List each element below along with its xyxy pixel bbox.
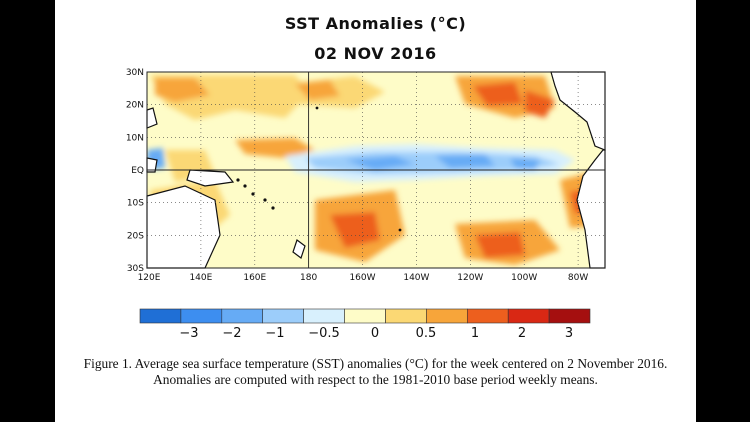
figure-title: SST Anomalies (°C) (284, 14, 467, 33)
figure-panel: SST Anomalies (°C) 02 NOV 2016 (55, 0, 696, 422)
land-new-guinea (186, 169, 235, 187)
anomaly-warm-mexico-coast (525, 90, 555, 118)
lon-label-120e: 120E (138, 273, 161, 283)
anomaly-cool-core-3 (510, 158, 540, 170)
lat-label-30n: 30N (126, 68, 144, 78)
colorbar-swatch (262, 308, 304, 324)
colorbar-swatch (344, 308, 386, 324)
anomaly-warm-se-core (475, 232, 525, 258)
colorbar-label-0: 0 (371, 326, 379, 341)
anomaly-warm-n-core (295, 80, 340, 100)
anomaly-warm-ne-core (473, 82, 523, 106)
lon-label-80w: 80W (568, 273, 588, 283)
anomaly-cool-core-1 (345, 156, 415, 170)
island (243, 184, 247, 188)
land-new-zealand (292, 239, 306, 259)
lon-label-160e: 160E (243, 273, 266, 283)
lon-label-120w: 120W (457, 273, 483, 283)
lat-labels: 30N 20N 10N EQ 10S 20S 30S (126, 68, 144, 274)
lat-label-10s: 10S (127, 199, 144, 209)
colorbar-swatch (507, 308, 550, 324)
colorbar-label-m2: −2 (222, 326, 241, 341)
lat-label-20n: 20N (126, 101, 144, 111)
colorbar-swatch (139, 308, 182, 324)
colorbar-swatch (221, 308, 264, 324)
colorbar-label-m3: −3 (179, 326, 198, 341)
colorbar-labels: −3 −2 −1 −0.5 0 0.5 1 2 3 (179, 326, 573, 341)
colorbar-label-m1: −1 (265, 326, 284, 341)
land-australia (146, 185, 221, 269)
lon-label-140w: 140W (403, 273, 429, 283)
colorbar-label-3: 3 (565, 326, 573, 341)
colorbar-swatch (548, 308, 591, 324)
lon-label-100w: 100W (511, 273, 537, 283)
colorbar-label-2: 2 (518, 326, 526, 341)
colorbar-label-1: 1 (471, 326, 479, 341)
lon-label-140e: 140E (189, 273, 212, 283)
figure-caption: Figure 1. Average sea surface temperatur… (83, 356, 668, 387)
lat-label-30s: 30S (127, 264, 144, 274)
lon-label-160w: 160W (349, 273, 375, 283)
gridlines (147, 72, 605, 268)
anomaly-cool-equatorial-mid (305, 152, 560, 174)
lon-labels: 120E 140E 160E 180 160W 140W 120W 100W 8… (138, 273, 589, 283)
colorbar-swatch (426, 308, 468, 324)
anomaly-warm-nw-core (155, 78, 210, 102)
island (398, 228, 402, 232)
island (236, 178, 240, 182)
figure-date: 02 NOV 2016 (314, 44, 437, 63)
island (315, 106, 319, 110)
lat-label-20s: 20S (127, 231, 144, 241)
colorbar-swatch (385, 308, 427, 324)
lat-label-eq: EQ (131, 166, 144, 176)
colorbar-swatch (466, 308, 509, 324)
colorbar-label-m05: −0.5 (308, 326, 340, 341)
colorbar (139, 308, 591, 324)
lat-label-10n: 10N (126, 133, 144, 143)
anomaly-warm-s-central-core (330, 212, 380, 248)
island (263, 198, 267, 202)
colorbar-swatch (303, 308, 345, 324)
island (271, 206, 275, 210)
land-masses (146, 71, 606, 269)
colorbar-label-05: 0.5 (416, 326, 437, 341)
islands (236, 106, 402, 232)
island (251, 192, 255, 196)
map-frame (146, 71, 606, 269)
sst-anomaly-map: 30N 20N 10N EQ 10S 20S 30S 120E 140E 160… (126, 68, 606, 341)
lon-label-180: 180 (300, 273, 317, 283)
colorbar-swatch (180, 308, 223, 324)
anomaly-cool-core-2 (435, 154, 495, 168)
